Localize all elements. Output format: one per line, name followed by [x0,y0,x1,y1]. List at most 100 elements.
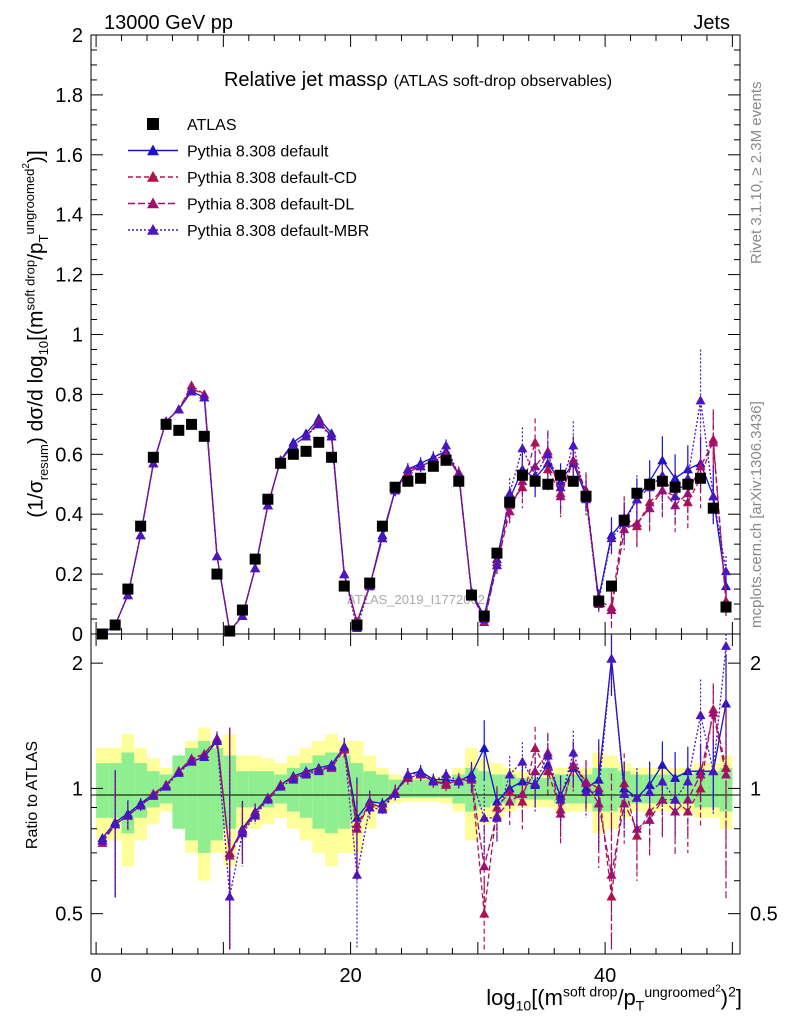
ratio-point-pythia-8-308-default-dl [224,850,235,860]
stat-uncertainty-band [337,755,351,829]
y-tick-label: 1.4 [55,205,83,227]
ratio-point-pythia-8-308-default-mbr [593,787,604,797]
ratio-point-pythia-8-308-default-dl [517,788,528,798]
ratio-point-pythia-8-308-default-mbr [453,776,464,786]
legend-entry: ATLAS [147,117,237,134]
ratio-point-pythia-8-308-default-mbr [695,710,706,720]
ratio-point-pythia-8-308-default-mbr [631,792,642,802]
data-point-pythia-8-308-default-mbr [542,449,553,459]
data-point-pythia-8-308-default-mbr [402,464,413,474]
data-point-atlas [351,619,363,631]
data-point-pythia-8-308-default-dl [708,437,719,447]
data-point-pythia-8-308-default-mbr [441,440,452,450]
data-point-pythia-8-308-default-mbr [670,491,681,501]
ratio-tick-label-right: 0.5 [750,904,778,926]
data-point-pythia-8-308-default-mbr [377,533,388,543]
mcplots-reference-text: mcplots.cern.ch [arXiv:1306.3436] [748,401,765,628]
data-point-atlas [173,424,185,436]
ratio-point-pythia-8-308-default-mbr [97,835,108,845]
ratio-point-pythia-8-308-default-mbr [644,787,655,797]
data-point-atlas [567,475,579,487]
ratio-point-pythia-8-308-default-dl [606,869,617,879]
ratio-point-pythia-8-308-default-mbr [122,810,133,820]
y-label-prefix: (1/σ [24,480,48,518]
data-point-atlas [262,493,274,505]
data-point-pythia-8-308-default-dl [504,506,515,516]
ratio-point-pythia-8-308-default-dl [721,769,732,779]
data-point-pythia-8-308-default-mbr [517,443,528,453]
x-tick-label: 20 [339,965,361,987]
ratio-point-pythia-8-308-default-mbr [301,769,312,779]
data-point-pythia-8-308-default-dl [568,455,579,465]
data-point-pythia-8-308-default [657,455,668,465]
ratio-point-pythia-8-308-default-dl [657,794,668,804]
data-point-atlas [313,436,325,448]
data-point-atlas [96,628,108,640]
data-point-atlas [211,568,223,580]
x-label-rest: [(m [531,984,563,1010]
data-point-atlas [453,475,465,487]
stat-uncertainty-band [210,748,224,841]
data-point-pythia-8-308-default-mbr [606,533,617,543]
rivet-version-text: Rivet 3.1.10, ≥ 2.3M events [748,82,765,265]
ratio-point-pythia-8-308-default-dl [644,814,655,824]
ratio-point-pythia-8-308-default-dl [441,778,452,788]
ratio-point-pythia-8-308-default-dl [670,806,681,816]
data-point-pythia-8-308-default-dl [606,605,617,615]
stat-uncertainty-band [261,771,275,808]
ratio-point-pythia-8-308-default-mbr [135,800,146,810]
data-point-atlas [427,460,439,472]
data-point-atlas [135,520,147,532]
ratio-point-pythia-8-308-default-mbr [377,804,388,814]
data-point-atlas [707,502,719,514]
ratio-point-pythia-8-308-default-dl [504,796,515,806]
x-label-sup-2: 2 [728,983,736,1000]
ratio-point-pythia-8-308-default-dl [695,769,706,779]
data-point-atlas [542,478,554,490]
y-label-mid: ) dσ/d log [24,355,48,445]
data-point-pythia-8-308-default-dl [530,461,541,471]
ratio-point-pythia-8-308-default-dl [682,794,693,804]
legend-entry: Pythia 8.308 default-MBR [128,223,369,240]
ratio-point-pythia-8-308-default-mbr [415,767,426,777]
y-label-sub-T: T [35,234,51,243]
data-point-atlas [504,496,516,508]
data-point-pythia-8-308-default-mbr [695,395,706,405]
x-tick-label: 0 [91,965,102,987]
legend-entry: Pythia 8.308 default-DL [128,197,354,214]
data-point-atlas [669,481,681,493]
legend-label: Pythia 8.308 default-MBR [187,223,369,240]
x-label-sup-softdrop: soft drop [562,983,618,1000]
y-label-sq: 2 [21,163,33,169]
ratio-tick-label-right: 2 [750,653,761,675]
ratio-point-pythia-8-308-default-dl [708,707,719,717]
data-point-atlas [389,481,401,493]
ratio-point-pythia-8-308-default-mbr [173,767,184,777]
data-point-pythia-8-308-default-cd [530,437,541,447]
data-point-atlas [618,514,630,526]
stat-uncertainty-band [325,752,338,834]
stat-uncertainty-band [376,774,389,804]
legend-marker-triangle [147,224,159,235]
y-tick-label: 1 [72,325,83,347]
data-point-atlas [109,619,121,631]
ratio-point-pythia-8-308-default-mbr [211,735,222,745]
ratio-point-pythia-8-308-default-cd [542,766,553,776]
ratio-point-pythia-8-308-default-dl [351,823,362,833]
x-tick-label: 40 [594,965,616,987]
stat-uncertainty-band [566,774,580,804]
ratio-point-pythia-8-308-default-mbr [542,750,553,760]
data-point-pythia-8-308-default-mbr [721,566,732,576]
legend-label: ATLAS [187,117,237,134]
data-point-pythia-8-308-default-dl [670,500,681,510]
data-point-pythia-8-308-default-mbr [135,530,146,540]
ratio-point-pythia-8-308-default-mbr [275,781,286,791]
y-tick-label: 1.6 [55,145,83,167]
x-label-sub-T: T [635,997,645,1014]
ratio-point-pythia-8-308-default-mbr [428,776,439,786]
data-point-pythia-8-308-default-mbr [339,569,350,579]
ratio-tick-label: 2 [72,653,83,675]
ratio-point-pythia-8-308-default-mbr [581,787,592,797]
ratio-point-pythia-8-308-default-cd [479,908,490,918]
